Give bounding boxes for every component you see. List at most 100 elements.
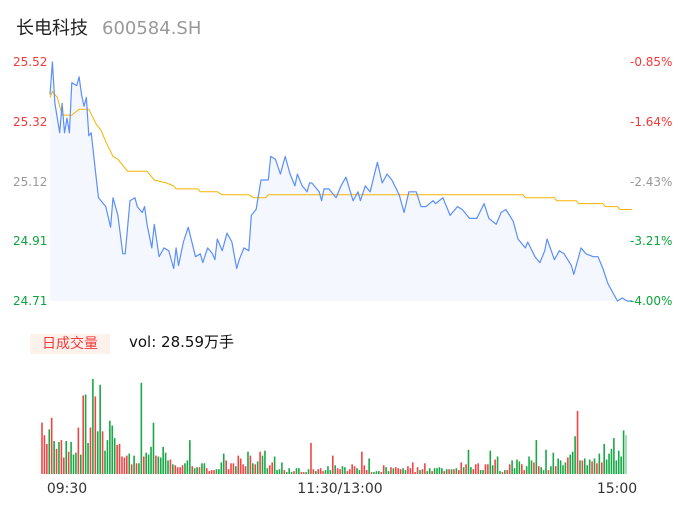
volume-bar [138, 463, 140, 474]
y-tick-percent: -1.64% [630, 114, 673, 129]
volume-bar [331, 455, 334, 474]
volume-bar [288, 468, 290, 474]
volume-bar [455, 468, 458, 474]
volume-bar [266, 468, 269, 474]
volume-bar [247, 451, 249, 474]
volume-bar [259, 451, 261, 474]
volume-bar [302, 472, 305, 474]
volume-bar [329, 470, 332, 474]
volume-bar [576, 411, 579, 474]
volume-bar [593, 458, 596, 474]
volume-readout: vol: 28.59万手 [129, 333, 234, 351]
volume-bar [116, 444, 118, 474]
volume-bar [610, 448, 613, 474]
volume-bar [92, 379, 94, 474]
volume-bar [58, 442, 60, 474]
volume-bar [310, 443, 312, 474]
volume-bar [232, 463, 235, 474]
volume-bar [264, 450, 266, 474]
volume-bar [295, 468, 298, 474]
volume-bar [142, 456, 145, 474]
volume-bar [293, 471, 295, 474]
y-tick-percent: -4.00% [630, 294, 673, 308]
volume-bar [554, 466, 557, 474]
volume-bar [424, 463, 426, 474]
volume-bar [242, 464, 244, 474]
volume-bar [530, 460, 533, 474]
volume-bar [128, 453, 131, 474]
volume-bar [271, 462, 274, 474]
volume-bar [75, 452, 77, 474]
volume-bar [489, 450, 492, 474]
volume-bar [281, 462, 283, 474]
volume-bar [213, 470, 215, 474]
volume-bar [227, 469, 230, 474]
volume-bar [402, 468, 404, 474]
volume-bar [43, 435, 46, 474]
volume-bar [513, 468, 516, 474]
volume-bar [375, 471, 378, 474]
volume-bar [205, 468, 208, 474]
volume-bar [244, 466, 247, 474]
volume-bar [307, 469, 310, 474]
volume-bar [477, 463, 479, 474]
volume-bar [145, 452, 147, 474]
volume-bar [278, 469, 281, 474]
volume-bar [579, 460, 581, 474]
volume-bar [140, 382, 143, 474]
volume-bar [404, 470, 407, 474]
volume-bar [605, 459, 608, 474]
volume-bar [230, 463, 232, 474]
volume-bar [622, 430, 625, 474]
volume-tag[interactable]: 日成交量 [30, 334, 110, 354]
y-tick-percent: -0.85% [630, 55, 673, 69]
volume-bar [545, 449, 547, 474]
x-tick-midday: 11:30/13:00 [297, 481, 383, 497]
volume-bar [46, 443, 48, 474]
volume-bar [184, 463, 186, 474]
volume-bar [201, 463, 203, 474]
volume-bar [218, 469, 220, 474]
volume-bar [60, 440, 63, 474]
price-area [50, 62, 632, 301]
volume-bar [499, 471, 501, 474]
volume-bar [445, 469, 448, 474]
volume-bar [574, 436, 576, 474]
volume-bar [126, 455, 128, 474]
volume-bar [419, 470, 421, 474]
volume-bar [416, 467, 419, 474]
volume-bar [89, 427, 92, 474]
volume-bar [210, 470, 213, 474]
volume-bar [353, 466, 356, 474]
volume-bar [479, 470, 482, 474]
volume-bar [290, 472, 293, 474]
volume-bar [312, 469, 315, 474]
volume-bar [394, 467, 397, 474]
volume-bar [547, 470, 550, 474]
y-tick-percent: -3.21% [630, 234, 673, 249]
volume-bar [562, 465, 564, 474]
volume-bar [586, 465, 589, 474]
volume-bar [596, 463, 598, 474]
volume-bar [179, 467, 181, 474]
volume-bar [571, 451, 574, 474]
volume-bar [392, 468, 395, 474]
volume-bar [438, 467, 441, 474]
volume-bar [208, 471, 210, 474]
volume-bar [542, 470, 545, 474]
volume-bar [361, 451, 363, 474]
volume-bar [283, 470, 286, 474]
volume-bar [426, 471, 429, 474]
volume-bar [181, 465, 184, 474]
volume-bar [550, 466, 552, 474]
volume-bar [378, 471, 380, 474]
volume-bar [235, 466, 237, 474]
volume-bar [152, 422, 155, 474]
volume-bar [567, 457, 569, 474]
volume-bar [528, 456, 530, 474]
volume-bar [123, 457, 126, 474]
volume-bar [237, 455, 240, 474]
volume-bar [164, 452, 167, 474]
volume-bar [436, 468, 438, 474]
volume-bar [620, 456, 622, 474]
